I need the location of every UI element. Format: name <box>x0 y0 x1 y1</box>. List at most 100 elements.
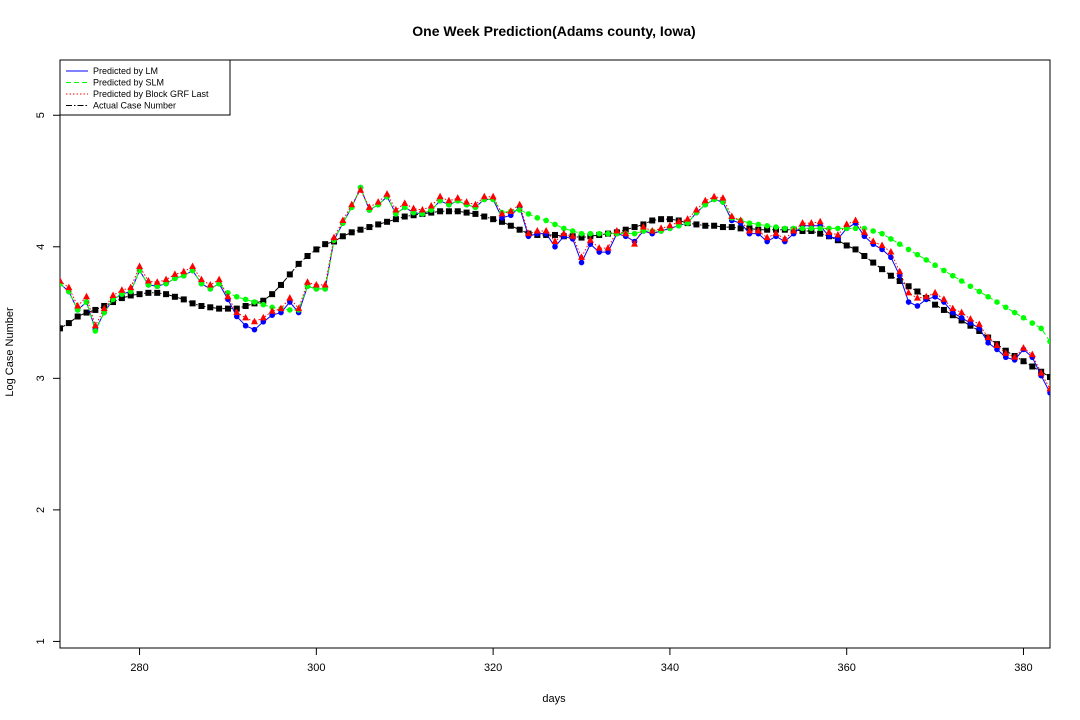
data-point <box>586 236 594 243</box>
data-point <box>198 302 205 309</box>
data-point <box>949 304 957 312</box>
x-tick-label: 360 <box>838 662 856 674</box>
data-point <box>533 227 541 234</box>
x-tick-label: 380 <box>1014 662 1032 674</box>
data-point <box>843 225 850 232</box>
x-axis: 280 300 320 340 360 380 <box>130 648 1033 674</box>
data-point <box>498 218 505 225</box>
data-point <box>719 194 727 201</box>
data-point <box>437 197 443 204</box>
data-point <box>869 237 877 245</box>
data-point <box>92 306 99 313</box>
data-point <box>861 253 868 259</box>
data-point <box>888 254 894 261</box>
y-axis: 1 2 3 4 5 <box>35 112 60 644</box>
data-point <box>852 225 859 232</box>
data-point <box>666 216 673 223</box>
plot-frame <box>59 59 1051 649</box>
series-layer <box>60 184 1050 396</box>
data-point <box>692 205 700 213</box>
data-point <box>940 306 947 313</box>
data-point <box>595 244 603 251</box>
data-point <box>498 209 506 217</box>
data-point <box>781 234 789 242</box>
data-point <box>339 233 346 240</box>
data-point <box>215 275 223 283</box>
data-point <box>446 201 452 208</box>
data-point <box>746 220 753 226</box>
data-point <box>631 230 638 237</box>
chart-title: One Week Prediction(Adams county, Iowa) <box>412 23 695 39</box>
y-tick-label: 3 <box>35 375 47 381</box>
data-point <box>772 229 780 237</box>
data-point <box>410 204 418 212</box>
data-point <box>860 228 868 235</box>
data-point <box>879 246 885 253</box>
data-point <box>410 209 417 216</box>
data-point <box>392 205 400 213</box>
data-point <box>835 236 841 242</box>
data-point <box>782 225 788 232</box>
data-point <box>508 212 514 219</box>
data-point <box>534 215 541 221</box>
data-point <box>418 205 426 213</box>
data-point <box>286 271 293 278</box>
data-point <box>985 293 991 300</box>
data-point <box>542 227 550 234</box>
data-point <box>60 325 63 332</box>
data-point <box>242 302 249 309</box>
data-point <box>728 224 735 231</box>
data-point <box>834 230 842 238</box>
data-point <box>180 296 187 303</box>
data-point <box>922 292 930 300</box>
data-point <box>649 217 656 224</box>
data-point <box>967 320 974 326</box>
data-point <box>1029 320 1036 326</box>
data-point <box>392 216 399 223</box>
data-point <box>852 246 859 253</box>
data-point <box>163 280 169 287</box>
data-point <box>879 266 886 273</box>
data-point <box>383 190 391 197</box>
data-point <box>737 225 744 232</box>
data-point <box>454 194 462 201</box>
data-point <box>755 221 762 228</box>
data-point <box>463 209 470 216</box>
data-point <box>1047 390 1050 396</box>
data-point <box>578 234 585 241</box>
data-point <box>799 225 806 232</box>
data-point <box>640 228 647 234</box>
data-point <box>304 283 311 290</box>
data-point <box>596 249 602 255</box>
data-point <box>268 307 276 314</box>
x-tick-label: 340 <box>661 662 679 674</box>
data-point <box>136 262 144 270</box>
data-point <box>940 295 948 302</box>
data-point <box>587 241 594 247</box>
data-point <box>861 233 868 240</box>
data-point <box>1047 338 1050 345</box>
data-point <box>826 233 832 240</box>
data-point <box>764 238 770 245</box>
data-point <box>419 211 426 217</box>
data-point <box>278 309 284 316</box>
data-point <box>525 211 532 217</box>
data-point <box>896 272 903 279</box>
data-point <box>949 272 956 279</box>
data-point <box>905 246 912 253</box>
data-point <box>259 313 267 321</box>
data-point <box>817 230 824 237</box>
data-point <box>481 213 488 220</box>
data-point <box>905 299 912 305</box>
data-point <box>100 304 108 312</box>
data-point <box>242 296 249 303</box>
data-point <box>719 224 726 231</box>
legend-label: Predicted by SLM <box>93 78 164 88</box>
data-point <box>339 216 347 223</box>
data-point <box>807 219 815 226</box>
data-point <box>348 229 355 236</box>
data-point <box>1002 349 1010 356</box>
data-point <box>764 226 771 233</box>
data-point <box>287 307 293 313</box>
